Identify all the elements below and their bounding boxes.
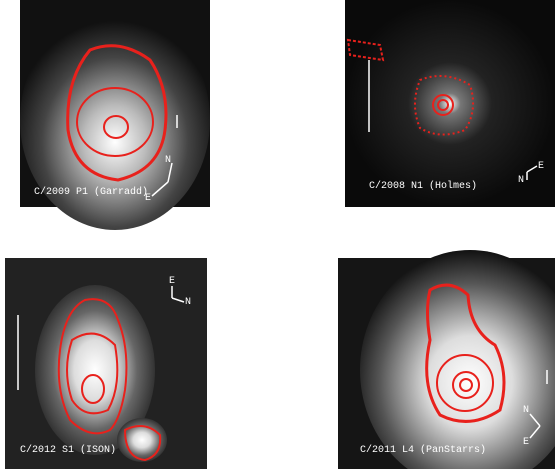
compass-north: N <box>518 175 524 186</box>
panel-holmes: E N C/2008 N1 (Holmes) <box>345 0 555 207</box>
figure: N E C/2009 P1 (Garradd) E N C/2008 N1 (H… <box>0 0 555 469</box>
compass-east: E <box>169 276 175 287</box>
panel-label: C/2008 N1 (Holmes) <box>369 180 477 192</box>
panel-garradd: N E C/2009 P1 (Garradd) <box>20 0 210 230</box>
panel-ison: E N C/2012 S1 (ISON) <box>5 258 207 469</box>
compass-east: E <box>523 437 529 448</box>
panel-panstarrs: N E C/2011 L4 (PanStarrs) <box>338 250 555 469</box>
compass-north: N <box>185 297 191 308</box>
panel-label: C/2012 S1 (ISON) <box>20 444 116 456</box>
panel-label: C/2009 P1 (Garradd) <box>34 186 148 198</box>
panel-label: C/2011 L4 (PanStarrs) <box>360 444 486 456</box>
compass-north: N <box>523 405 529 416</box>
compass-north: N <box>165 155 171 166</box>
compass-east: E <box>538 161 544 172</box>
